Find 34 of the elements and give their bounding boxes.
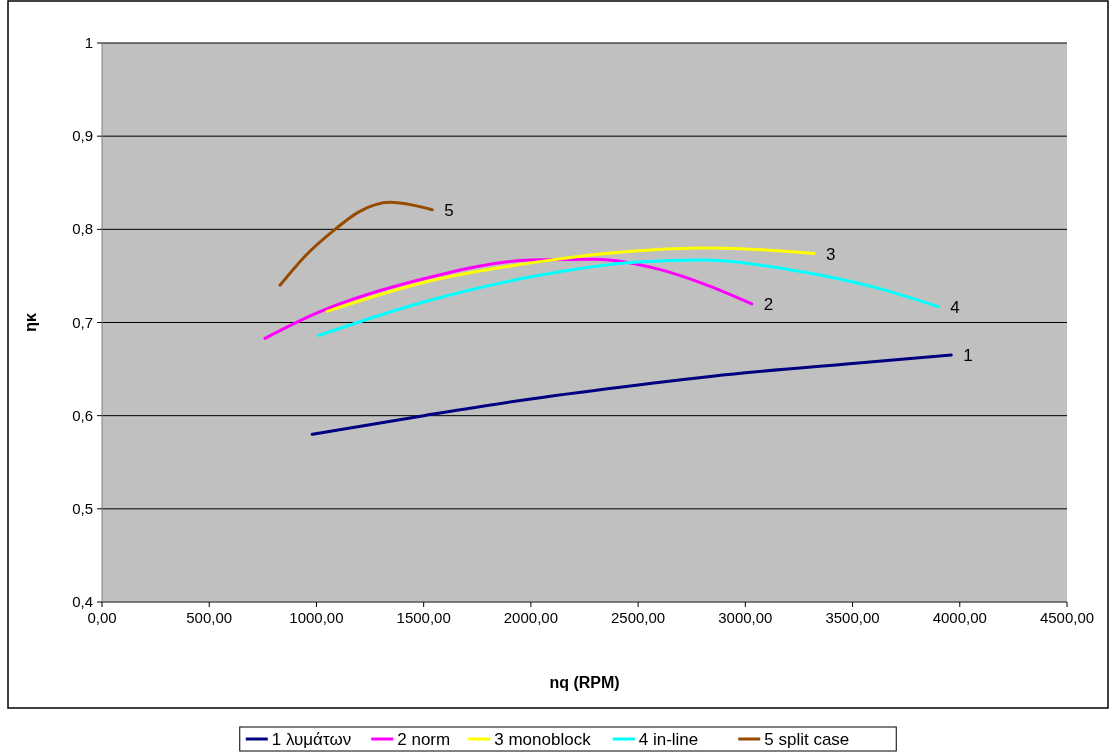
legend-label: 3 monoblock <box>494 730 592 749</box>
y-tick-label: 0,7 <box>72 313 93 331</box>
x-tick-label: 4500,00 <box>1039 609 1095 626</box>
x-tick-label: 1000,00 <box>289 609 344 626</box>
line-series <box>263 257 754 340</box>
y-tick-label: 0,8 <box>72 220 93 238</box>
line-series <box>325 246 816 313</box>
x-tick-label: 2500,00 <box>610 609 666 626</box>
annotation: 2 <box>763 294 774 314</box>
y-tick-label: 0,5 <box>72 499 93 517</box>
legend-label: 4 in-line <box>638 730 699 749</box>
legend-label: 2 norm <box>397 730 451 749</box>
y-tick-label: 0,9 <box>72 127 93 145</box>
x-tick-label: 3000,00 <box>718 609 773 626</box>
annotation: 5 <box>444 200 454 220</box>
x-tick-label: 2000,00 <box>503 609 559 626</box>
line-series <box>317 258 940 338</box>
y-tick-label: 1 <box>84 34 93 51</box>
x-tick-label: 1500,00 <box>396 609 451 626</box>
annotation: 1 <box>963 346 973 366</box>
x-axis-title: nq (RPM) <box>549 674 620 691</box>
x-tick-label: 500,00 <box>186 609 233 626</box>
line-series <box>310 353 953 436</box>
y-tick-label: 0,4 <box>72 593 93 610</box>
line-series <box>278 200 434 287</box>
annotation: 4 <box>950 297 960 317</box>
x-tick-label: 3500,00 <box>825 609 880 626</box>
y-tick-label: 0,6 <box>72 406 93 424</box>
y-axis-title: ηκ <box>22 313 39 332</box>
annotation: 3 <box>825 244 836 264</box>
x-tick-label: 0,00 <box>87 609 117 626</box>
legend-label: 1 λυμάτων <box>271 730 352 749</box>
x-tick-label: 4000,00 <box>932 609 987 626</box>
legend-label: 5 split case <box>764 730 850 749</box>
